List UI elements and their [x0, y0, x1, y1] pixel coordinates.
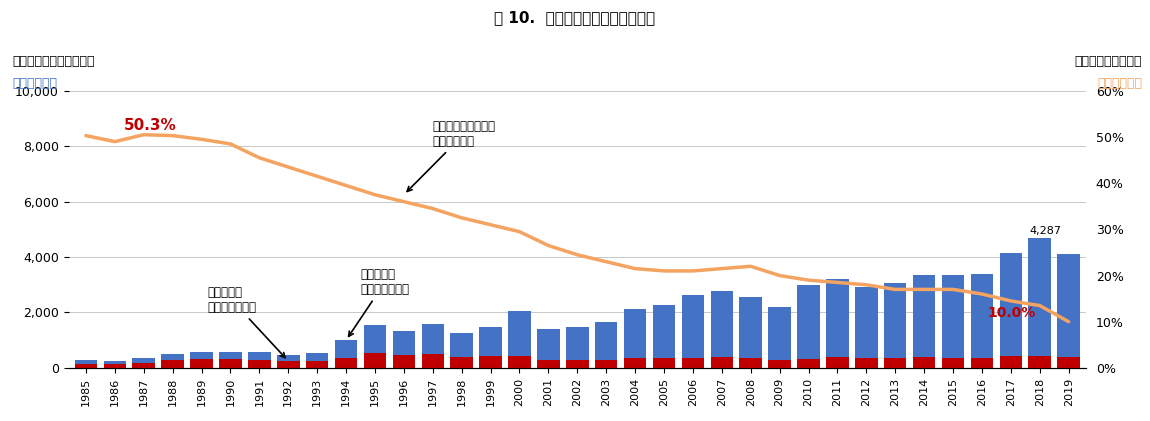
Bar [595, 322, 618, 368]
Bar [508, 312, 531, 368]
Bar [826, 279, 849, 368]
Bar [104, 361, 126, 368]
Bar [884, 283, 906, 368]
Bar [942, 358, 965, 368]
Bar [739, 297, 762, 368]
Bar [682, 358, 704, 368]
Bar [537, 329, 560, 368]
Bar [1028, 356, 1051, 368]
Bar [942, 275, 965, 368]
Bar [104, 364, 126, 368]
Bar [537, 360, 560, 368]
Bar [826, 357, 849, 368]
Bar [363, 325, 386, 368]
Bar [132, 363, 155, 368]
Bar [220, 352, 242, 368]
Bar [190, 359, 213, 368]
Bar [220, 359, 242, 368]
Bar [248, 352, 270, 368]
Bar [856, 287, 877, 368]
Bar [711, 357, 733, 368]
Bar [480, 327, 501, 368]
Bar [161, 360, 184, 368]
Bar [190, 352, 213, 368]
Bar [913, 357, 935, 368]
Bar [1028, 238, 1051, 368]
Bar [132, 359, 155, 368]
Bar [422, 354, 444, 368]
Bar [739, 358, 762, 368]
Text: （棒グラフ）: （棒グラフ） [13, 77, 58, 90]
Bar [999, 253, 1022, 368]
Text: （緑グラフ）: （緑グラフ） [1097, 77, 1142, 90]
Bar [248, 360, 270, 368]
Bar [971, 274, 994, 368]
Bar [277, 354, 299, 368]
Bar [884, 358, 906, 368]
Bar [711, 291, 733, 368]
Bar [623, 358, 646, 368]
Bar [768, 307, 791, 368]
Text: 4,287: 4,287 [1029, 226, 1061, 236]
Bar [797, 285, 820, 368]
Text: 日本企業の半導体の
売上高シェア: 日本企業の半導体の 売上高シェア [407, 120, 496, 192]
Bar [451, 333, 473, 368]
Bar [161, 354, 184, 368]
Bar [480, 356, 501, 368]
Text: 世界全体の
半導体の売上高: 世界全体の 半導体の売上高 [348, 268, 409, 336]
Bar [623, 309, 646, 368]
Bar [363, 353, 386, 368]
Bar [1057, 357, 1080, 368]
Bar [335, 358, 358, 368]
Bar [999, 356, 1022, 368]
Bar [595, 360, 618, 368]
Bar [451, 357, 473, 368]
Bar [306, 354, 329, 368]
Text: 50.3%: 50.3% [123, 118, 176, 133]
Bar [392, 331, 415, 368]
Bar [277, 361, 299, 368]
Text: 日本企業の
半導体の売上高: 日本企業の 半導体の売上高 [207, 286, 285, 357]
Bar [392, 355, 415, 368]
Bar [306, 361, 329, 368]
Text: 半導体売上高（億ドル）: 半導体売上高（億ドル） [13, 55, 95, 68]
Bar [75, 360, 98, 368]
Bar [566, 327, 589, 368]
Text: 図 10.  半導体市場の中長期の動向: 図 10. 半導体市場の中長期の動向 [494, 11, 656, 26]
Bar [422, 325, 444, 368]
Bar [508, 356, 531, 368]
Text: 日本の売上高シェア: 日本の売上高シェア [1074, 55, 1142, 68]
Text: 10.0%: 10.0% [988, 306, 1036, 320]
Bar [335, 340, 358, 368]
Bar [682, 295, 704, 368]
Bar [797, 359, 820, 368]
Bar [653, 358, 675, 368]
Bar [75, 364, 98, 368]
Bar [566, 360, 589, 368]
Bar [768, 360, 791, 368]
Bar [856, 358, 877, 368]
Bar [653, 305, 675, 368]
Bar [1057, 254, 1080, 368]
Bar [913, 275, 935, 368]
Bar [971, 359, 994, 368]
